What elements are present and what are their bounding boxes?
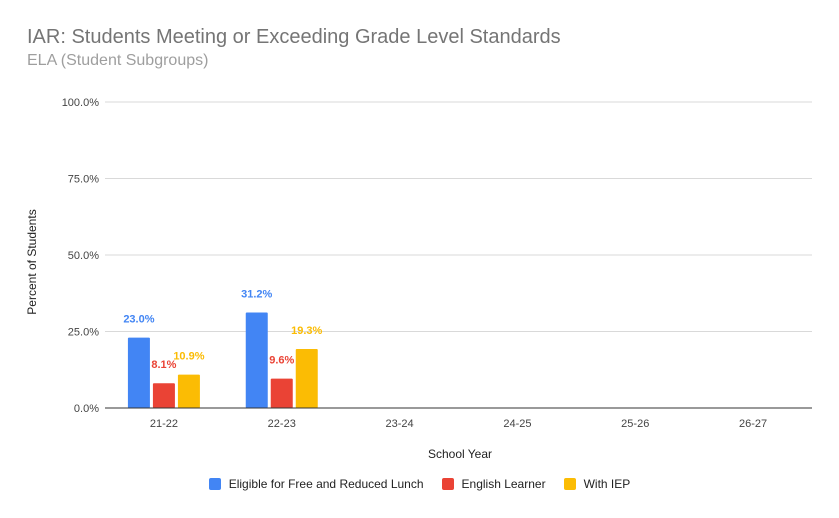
legend-swatch-free-reduced-lunch [208,478,221,490]
data-label: 10.9% [173,351,204,363]
data-label: 23.0% [123,314,154,326]
x-tick-label: 25-26 [621,418,649,430]
data-label: 9.6% [269,355,294,367]
y-axis-title: Percent of Students [25,209,39,314]
x-tick-label: 21-22 [150,418,178,430]
y-tick-label: 75.0% [68,174,99,186]
x-axis-title: School Year [428,447,492,461]
x-tick-label: 26-27 [739,418,767,430]
x-tick-label: 22-23 [268,418,296,430]
data-label: 31.2% [241,289,272,301]
chart-subtitle: ELA (Student Subgroups) [27,52,209,69]
legend-item-free-reduced-lunch: Eligible for Free and Reduced Lunch [208,477,424,491]
x-tick-label: 24-25 [503,418,531,430]
legend: Eligible for Free and Reduced Lunch Engl… [0,477,839,491]
y-tick-label: 50.0% [68,250,99,262]
bar [177,374,200,408]
legend-label-free-reduced-lunch: Eligible for Free and Reduced Lunch [228,477,424,491]
data-label: 8.1% [151,359,176,371]
bar [127,337,150,408]
y-tick-label: 100.0% [62,97,100,109]
legend-label-with-iep: With IEP [583,477,631,491]
legend-swatch-english-learner [441,478,454,490]
bar [245,312,268,408]
y-tick-label: 0.0% [74,403,99,415]
chart-title: IAR: Students Meeting or Exceeding Grade… [27,26,561,48]
bar [152,383,175,408]
y-tick-label: 25.0% [68,327,99,339]
legend-label-english-learner: English Learner [461,477,546,491]
legend-item-english-learner: English Learner [441,477,546,491]
x-tick-label: 23-24 [386,418,414,430]
legend-swatch-with-iep [563,478,576,490]
legend-item-with-iep: With IEP [563,477,631,491]
data-label: 19.3% [291,325,322,337]
bar [270,378,293,408]
bar [295,348,318,408]
